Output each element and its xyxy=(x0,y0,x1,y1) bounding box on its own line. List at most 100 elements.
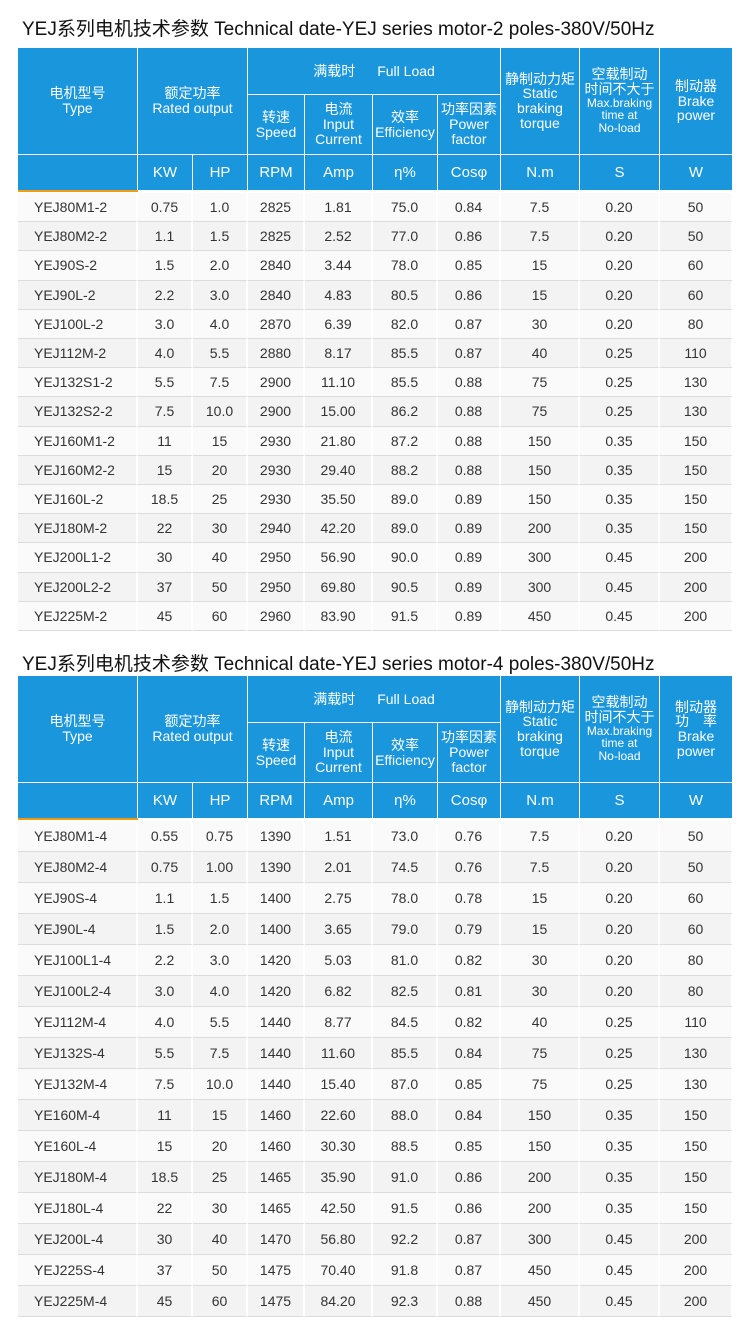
data-cell: 91.8 xyxy=(373,1255,438,1286)
data-cell: 60 xyxy=(660,883,733,914)
data-cell: 84.5 xyxy=(373,1007,438,1038)
model-cell: YEJ200L2-2 xyxy=(18,572,138,602)
data-cell: 25 xyxy=(193,1162,248,1193)
header-en: torque xyxy=(520,114,560,131)
header-zh: 时间不大于 xyxy=(584,81,655,98)
unit-cell: Cosφ xyxy=(438,783,501,818)
model-cell: YEJ132S2-2 xyxy=(18,397,138,427)
header-zh: 空载制动 xyxy=(591,66,648,83)
model-cell: YEJ180L-4 xyxy=(18,1193,138,1224)
unit-cell: η% xyxy=(373,155,438,190)
model-cell: YEJ225S-4 xyxy=(18,1255,138,1286)
data-cell: 2825 xyxy=(248,222,305,252)
data-cell: 5.03 xyxy=(305,945,373,976)
data-cell: 42.20 xyxy=(305,514,373,544)
data-cell: 83.90 xyxy=(305,601,373,631)
header-en: power xyxy=(676,742,716,759)
data-cell: 30 xyxy=(501,945,580,976)
data-cell: 5.5 xyxy=(193,1007,248,1038)
data-cell: 450 xyxy=(501,601,580,631)
data-cell: 0.45 xyxy=(580,601,660,631)
data-cell: 0.89 xyxy=(438,601,501,631)
data-cell: 2880 xyxy=(248,339,305,369)
data-cell: 1390 xyxy=(248,852,305,883)
model-cell: YEJ132S1-2 xyxy=(18,368,138,398)
header-en: Power xyxy=(449,116,489,133)
data-cell: 0.35 xyxy=(580,514,660,544)
data-cell: 89.0 xyxy=(373,514,438,544)
data-cell: 130 xyxy=(660,397,733,427)
data-cell: 200 xyxy=(660,601,733,631)
model-cell: YEJ180M-2 xyxy=(18,514,138,544)
data-cell: 110 xyxy=(660,1007,733,1038)
data-cell: 85.5 xyxy=(373,339,438,369)
unit-cell: W xyxy=(660,155,733,190)
data-cell: 4.0 xyxy=(138,1007,193,1038)
data-cell: 150 xyxy=(501,455,580,485)
header-zh: 额定功率 xyxy=(164,713,221,730)
data-cell: 0.87 xyxy=(438,1224,501,1255)
data-cell: 1400 xyxy=(248,883,305,914)
header-en: Input xyxy=(322,116,355,133)
model-cell: YEJ112M-4 xyxy=(18,1007,138,1038)
header-zh: 满载时 xyxy=(313,62,356,79)
unit-cell: Amp xyxy=(305,783,373,818)
header-en: torque xyxy=(520,742,560,759)
header-en: Type xyxy=(62,728,93,744)
data-cell: 0.86 xyxy=(438,222,501,252)
data-cell: 0.88 xyxy=(438,455,501,485)
data-cell: 0.20 xyxy=(580,852,660,883)
header-en: braking xyxy=(517,728,563,744)
data-cell: 7.5 xyxy=(138,397,193,427)
data-cell: 0.81 xyxy=(438,976,501,1007)
model-cell: YEJ90L-4 xyxy=(18,914,138,945)
model-cell: YE160L-4 xyxy=(18,1131,138,1162)
header-en: No-load xyxy=(598,120,641,135)
model-cell: YEJ225M-2 xyxy=(18,601,138,631)
data-cell: 15 xyxy=(138,1131,193,1162)
data-cell: 20 xyxy=(193,455,248,485)
data-cell: 0.86 xyxy=(438,1193,501,1224)
data-cell: 2840 xyxy=(248,280,305,310)
data-cell: 1390 xyxy=(248,821,305,852)
data-cell: 0.45 xyxy=(580,543,660,573)
header-en: Speed xyxy=(255,751,297,768)
data-cell: 1.5 xyxy=(193,222,248,252)
header-cell: 转速 Speed xyxy=(248,95,305,155)
data-cell: 0.85 xyxy=(438,1069,501,1100)
data-cell: 40 xyxy=(501,339,580,369)
model-cell: YEJ180M-4 xyxy=(18,1162,138,1193)
data-cell: 2.0 xyxy=(193,251,248,281)
header-en: time at xyxy=(601,108,638,123)
data-cell: 6.39 xyxy=(305,309,373,339)
model-cell: YEJ132M-4 xyxy=(18,1069,138,1100)
unit-cell: HP xyxy=(193,155,248,190)
data-cell: 86.2 xyxy=(373,397,438,427)
data-cell: 3.44 xyxy=(305,251,373,281)
data-cell: 78.0 xyxy=(373,883,438,914)
data-cell: 2900 xyxy=(248,397,305,427)
data-cell: 7.5 xyxy=(501,222,580,252)
header-en: Brake xyxy=(677,92,715,109)
data-cell: 3.0 xyxy=(138,976,193,1007)
unit-cell: HP xyxy=(193,783,248,818)
data-cell: 150 xyxy=(501,1131,580,1162)
data-cell: 0.45 xyxy=(580,1224,660,1255)
data-cell: 0.20 xyxy=(580,976,660,1007)
data-cell: 1460 xyxy=(248,1131,305,1162)
data-cell: 450 xyxy=(501,1286,580,1317)
data-cell: 1440 xyxy=(248,1038,305,1069)
data-cell: 0.89 xyxy=(438,514,501,544)
data-cell: 1.5 xyxy=(138,914,193,945)
data-cell: 3.65 xyxy=(305,914,373,945)
data-cell: 0.20 xyxy=(580,821,660,852)
data-cell: 50 xyxy=(660,852,733,883)
header-zh: 满载时 xyxy=(313,690,356,707)
header-cell: 空载制动 时间不大于 Max.braking time at No-load xyxy=(580,48,660,155)
data-cell: 3.0 xyxy=(138,309,193,339)
data-cell: 1420 xyxy=(248,945,305,976)
unit-cell: KW xyxy=(138,155,193,190)
header-zh: 制动器 xyxy=(675,77,717,94)
header-en: Full Load xyxy=(377,62,435,79)
header-cell: 功率因素 Power factor xyxy=(438,723,501,783)
